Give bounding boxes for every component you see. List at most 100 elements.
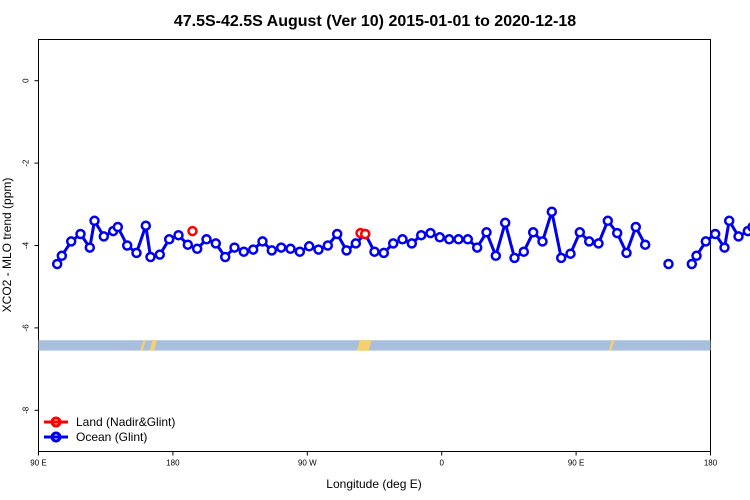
ocean-point <box>700 236 712 247</box>
land-mark <box>364 339 370 351</box>
ocean-point <box>266 245 278 256</box>
land-mark <box>151 339 157 351</box>
ocean-point <box>443 234 455 245</box>
y-tick-label: 0 <box>22 78 31 83</box>
ocean-point <box>546 206 558 217</box>
ocean-point <box>565 248 576 259</box>
ocean-point <box>89 215 100 227</box>
ocean-point <box>154 249 166 260</box>
ocean-point <box>471 242 483 253</box>
ocean-point <box>65 236 77 247</box>
ocean-point <box>630 221 642 233</box>
x-tick-label: 90 E <box>30 459 46 468</box>
land-point <box>187 225 198 237</box>
ocean-point <box>303 241 315 252</box>
ocean-point <box>294 246 306 257</box>
ocean-point <box>84 242 96 253</box>
ocean-point <box>518 246 530 257</box>
ocean-point <box>537 236 548 247</box>
ocean-point <box>112 221 124 233</box>
land-mark <box>366 339 372 351</box>
x-tick-label: 0 <box>439 459 444 468</box>
ocean-point <box>509 252 520 264</box>
legend-land-label: Land (Nadir&Glint) <box>76 415 175 429</box>
ocean-point <box>527 227 539 238</box>
legend-land-marker <box>50 416 62 428</box>
x-tick-label: 90 E <box>568 459 584 468</box>
ocean-point <box>191 243 203 255</box>
y-tick-label: -4 <box>22 241 31 249</box>
ocean-point <box>51 258 63 270</box>
series-ocean <box>51 206 750 270</box>
ocean-point <box>182 239 194 250</box>
ocean-point <box>350 238 362 249</box>
legend: Land (Nadir&Glint) Ocean (Glint) <box>44 415 175 444</box>
ocean-point <box>238 246 250 257</box>
ocean-point <box>56 250 68 262</box>
land-mark <box>149 339 156 351</box>
y-tick-label: -8 <box>22 406 31 414</box>
ocean-point <box>173 229 184 241</box>
ocean-point <box>434 232 446 243</box>
series-land <box>187 225 371 240</box>
ocean-point <box>145 251 156 263</box>
land-mark <box>360 339 367 351</box>
ocean-point <box>247 244 259 255</box>
ocean-point <box>574 227 586 238</box>
ocean-point <box>719 242 730 253</box>
ocean-point <box>378 247 390 259</box>
x-axis: 90 E 180 90 W 0 90 E 180 <box>30 451 718 468</box>
y-tick-label: -6 <box>22 324 31 332</box>
ocean-point <box>75 228 86 240</box>
ocean-point <box>583 236 595 247</box>
ocean-point <box>723 215 735 227</box>
ocean-point <box>593 238 604 249</box>
ocean-point <box>415 229 427 241</box>
land-mark <box>356 339 363 351</box>
ocean-point <box>98 231 110 242</box>
ocean-point <box>621 247 632 259</box>
legend-ocean-marker <box>50 431 62 443</box>
ocean-point <box>163 234 175 245</box>
ocean-point <box>733 231 744 242</box>
ocean-point <box>602 215 614 227</box>
ocean-point <box>140 220 152 231</box>
ocean-point <box>121 240 133 251</box>
x-tick-label: 180 <box>166 459 180 468</box>
ocean-point <box>229 242 240 253</box>
ocean-point <box>387 238 399 249</box>
land-point <box>359 228 371 240</box>
ocean-point <box>369 246 380 257</box>
ocean-point <box>219 251 231 263</box>
ocean-point <box>611 227 623 239</box>
coverage-band <box>38 340 711 351</box>
series-layer <box>51 206 750 270</box>
ocean-point <box>331 228 343 240</box>
ocean-point <box>201 234 212 245</box>
ocean-point <box>313 244 324 255</box>
y-axis: 0 -2 -4 -6 -8 <box>22 78 39 414</box>
y-axis-label: XCO2 - MLO trend (ppm) <box>0 178 14 313</box>
ocean-point <box>709 228 721 240</box>
chart-title: 47.5S-42.5S August (Ver 10) 2015-01-01 t… <box>174 13 576 30</box>
ocean-point <box>686 258 698 270</box>
coverage-band-layer <box>38 339 711 351</box>
ocean-point <box>453 234 464 245</box>
ocean-point <box>275 242 287 253</box>
ocean-point <box>397 234 408 245</box>
land-mark <box>140 339 146 351</box>
ocean-point <box>499 217 511 229</box>
land-mark <box>608 339 615 351</box>
y-tick-label: -2 <box>22 159 31 167</box>
land-mark <box>362 339 368 351</box>
ocean-point <box>691 250 702 262</box>
ocean-point <box>481 227 492 238</box>
ocean-point <box>462 234 474 245</box>
ocean-point <box>210 238 222 249</box>
ocean-point <box>663 258 674 270</box>
legend-ocean-label: Ocean (Glint) <box>76 430 147 444</box>
land-mark <box>358 339 365 351</box>
ocean-point <box>555 252 567 264</box>
x-axis-label: Longitude (deg E) <box>326 477 421 491</box>
